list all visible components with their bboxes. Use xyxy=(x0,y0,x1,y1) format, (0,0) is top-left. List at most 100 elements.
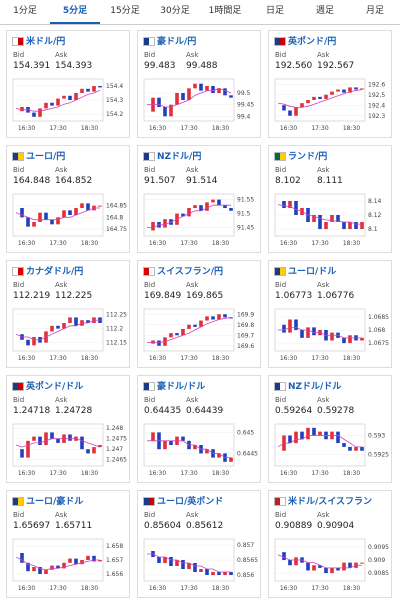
candle xyxy=(80,203,84,208)
candle xyxy=(26,217,30,227)
candle xyxy=(288,110,292,116)
candle xyxy=(38,212,42,222)
x-tick-label: 16:30 xyxy=(149,355,166,362)
tab[interactable]: 月足 xyxy=(365,6,384,16)
candle xyxy=(169,333,173,338)
ask-label: Ask xyxy=(317,396,330,404)
ask-value: 169.865 xyxy=(186,291,224,301)
x-tick-label: 17:30 xyxy=(49,585,66,592)
candle xyxy=(294,107,298,116)
pair-title: 米ドル/円 xyxy=(26,37,66,47)
x-tick-label: 16:30 xyxy=(149,470,166,477)
candle xyxy=(32,436,36,441)
mini-chart: 154.2 154.3 154.4 16:30 17:30 18:30 xyxy=(12,78,123,132)
x-tick-label: 16:30 xyxy=(18,585,35,592)
ask-value: 0.90904 xyxy=(317,521,355,531)
flag-icon xyxy=(12,497,24,506)
candle xyxy=(20,208,24,218)
moving-average xyxy=(147,317,232,343)
mini-chart: 8.1 8.12 8.14 16:30 17:30 18:30 xyxy=(274,193,382,247)
ask-value: 8.111 xyxy=(317,176,343,186)
rate-card[interactable]: 英ポンド/円 Bid Ask 192.560 192.567 192.3 192.4 192.… xyxy=(268,30,392,138)
x-tick-label: 16:30 xyxy=(18,355,35,362)
candle xyxy=(151,340,155,344)
candle xyxy=(92,447,96,454)
rate-card[interactable]: カナダドル/円 Bid Ask 112.219 112.225 112.15 112.2 11… xyxy=(6,260,130,368)
candle xyxy=(80,88,84,93)
pair-title: ユーロ/円 xyxy=(26,152,66,162)
bid-value: 164.848 xyxy=(13,176,51,186)
candle xyxy=(98,560,102,562)
candle xyxy=(26,440,30,458)
ask-label: Ask xyxy=(55,166,68,174)
tab[interactable]: 15分足 xyxy=(110,6,140,16)
tab[interactable]: 週足 xyxy=(315,6,334,16)
candle xyxy=(175,93,179,105)
moving-average xyxy=(278,326,362,339)
tab[interactable]: 1分足 xyxy=(13,6,37,16)
rate-card[interactable]: 豪ドル/円 Bid Ask 99.483 99.488 99.4 99.45 99.5 16:3… xyxy=(137,30,261,138)
ask-label: Ask xyxy=(186,511,199,519)
y-tick-label: 0.645 xyxy=(237,429,254,436)
candle xyxy=(330,215,334,222)
candle xyxy=(294,431,298,444)
bid-value: 0.90889 xyxy=(275,521,313,531)
candle xyxy=(217,199,221,206)
moving-average xyxy=(15,89,101,112)
candle xyxy=(282,105,286,111)
candle xyxy=(199,569,203,572)
moving-average xyxy=(15,319,100,341)
mini-chart: 0.856 0.8565 0.857 16:30 17:30 18:30 xyxy=(143,538,258,592)
rate-card[interactable]: 米ドル/円 Bid Ask 154.391 154.393 154.2 154.3 154.4… xyxy=(6,30,130,138)
candle xyxy=(354,87,358,90)
y-tick-label: 1.0685 xyxy=(368,314,389,321)
tab[interactable]: 日足 xyxy=(265,6,284,16)
rate-card[interactable]: 英ポンド/ドル Bid Ask 1.24718 1.24728 1.2465 1.247 1.… xyxy=(6,375,130,483)
candle xyxy=(217,572,221,575)
candle xyxy=(181,213,185,217)
mini-chart: 1.656 1.657 1.658 16:30 17:30 18:30 xyxy=(12,538,123,592)
rate-card[interactable]: 米ドル/スイスフラン Bid Ask 0.90889 0.90904 0.9085 0.90… xyxy=(268,490,392,598)
moving-average xyxy=(147,204,231,228)
rate-card[interactable]: NZドル/円 Bid Ask 91.507 91.514 91.45 91.5 91.55 16… xyxy=(137,145,261,253)
x-tick-label: 16:30 xyxy=(18,470,35,477)
tab[interactable]: 30分足 xyxy=(160,6,190,16)
ask-label: Ask xyxy=(317,511,330,519)
tab-bar: 1分足 5分足 15分足 30分足 1時間足 日足 週足 月足 xyxy=(0,0,400,25)
rate-card[interactable]: ユーロ/円 Bid Ask 164.848 164.852 164.75 164.8 164.… xyxy=(6,145,130,253)
rate-card[interactable]: NZドル/ドル Bid Ask 0.59264 0.59278 0.5925 0.593 16… xyxy=(268,375,392,483)
rate-card[interactable]: スイスフラン/円 Bid Ask 169.849 169.865 169.6 169.7 16… xyxy=(137,260,261,368)
candle xyxy=(217,314,221,320)
bid-value: 169.849 xyxy=(144,291,182,301)
candle xyxy=(86,555,90,560)
bid-value: 0.64435 xyxy=(144,406,182,416)
pair-title: 英ポンド/ドル xyxy=(26,382,84,392)
candle xyxy=(32,112,36,117)
mini-chart: 192.3 192.4 192.5 192.6 16:30 17:30 18:30 xyxy=(274,78,385,132)
rate-card[interactable]: ユーロ/英ポンド Bid Ask 0.85604 0.85612 0.856 0.8565 0… xyxy=(137,490,261,598)
rate-card[interactable]: ランド/円 Bid Ask 8.102 8.111 8.1 8.12 8.14 16:30 17:… xyxy=(268,145,392,253)
candle xyxy=(56,98,60,106)
mini-chart: 91.45 91.5 91.55 16:30 17:30 18:30 xyxy=(143,193,254,247)
x-tick-label: 18:30 xyxy=(212,470,229,477)
candle xyxy=(32,222,36,227)
rate-card[interactable]: 豪ドル/ドル Bid Ask 0.64435 0.64439 0.6445 0.645 16:… xyxy=(137,375,261,483)
rate-card[interactable]: ユーロ/豪ドル Bid Ask 1.65697 1.65711 1.656 1.657 1.6… xyxy=(6,490,130,598)
candle xyxy=(163,440,167,450)
bid-value: 1.65697 xyxy=(13,521,51,531)
tab[interactable]: 1時間足 xyxy=(208,6,242,16)
candle xyxy=(187,324,191,329)
ask-label: Ask xyxy=(186,51,199,59)
x-tick-label: 16:30 xyxy=(280,125,297,132)
flag-icon xyxy=(274,267,286,276)
y-tick-label: 0.6445 xyxy=(237,450,258,457)
flag-icon xyxy=(12,152,24,161)
rate-card[interactable]: ユーロ/ドル Bid Ask 1.06773 1.06776 1.0675 1.068 1.0… xyxy=(268,260,392,368)
y-tick-label: 91.45 xyxy=(237,225,254,232)
bid-label: Bid xyxy=(13,281,25,289)
bid-value: 154.391 xyxy=(13,61,51,71)
tab[interactable]: 5分足 xyxy=(50,0,100,24)
ask-label: Ask xyxy=(317,166,330,174)
ask-label: Ask xyxy=(186,281,199,289)
